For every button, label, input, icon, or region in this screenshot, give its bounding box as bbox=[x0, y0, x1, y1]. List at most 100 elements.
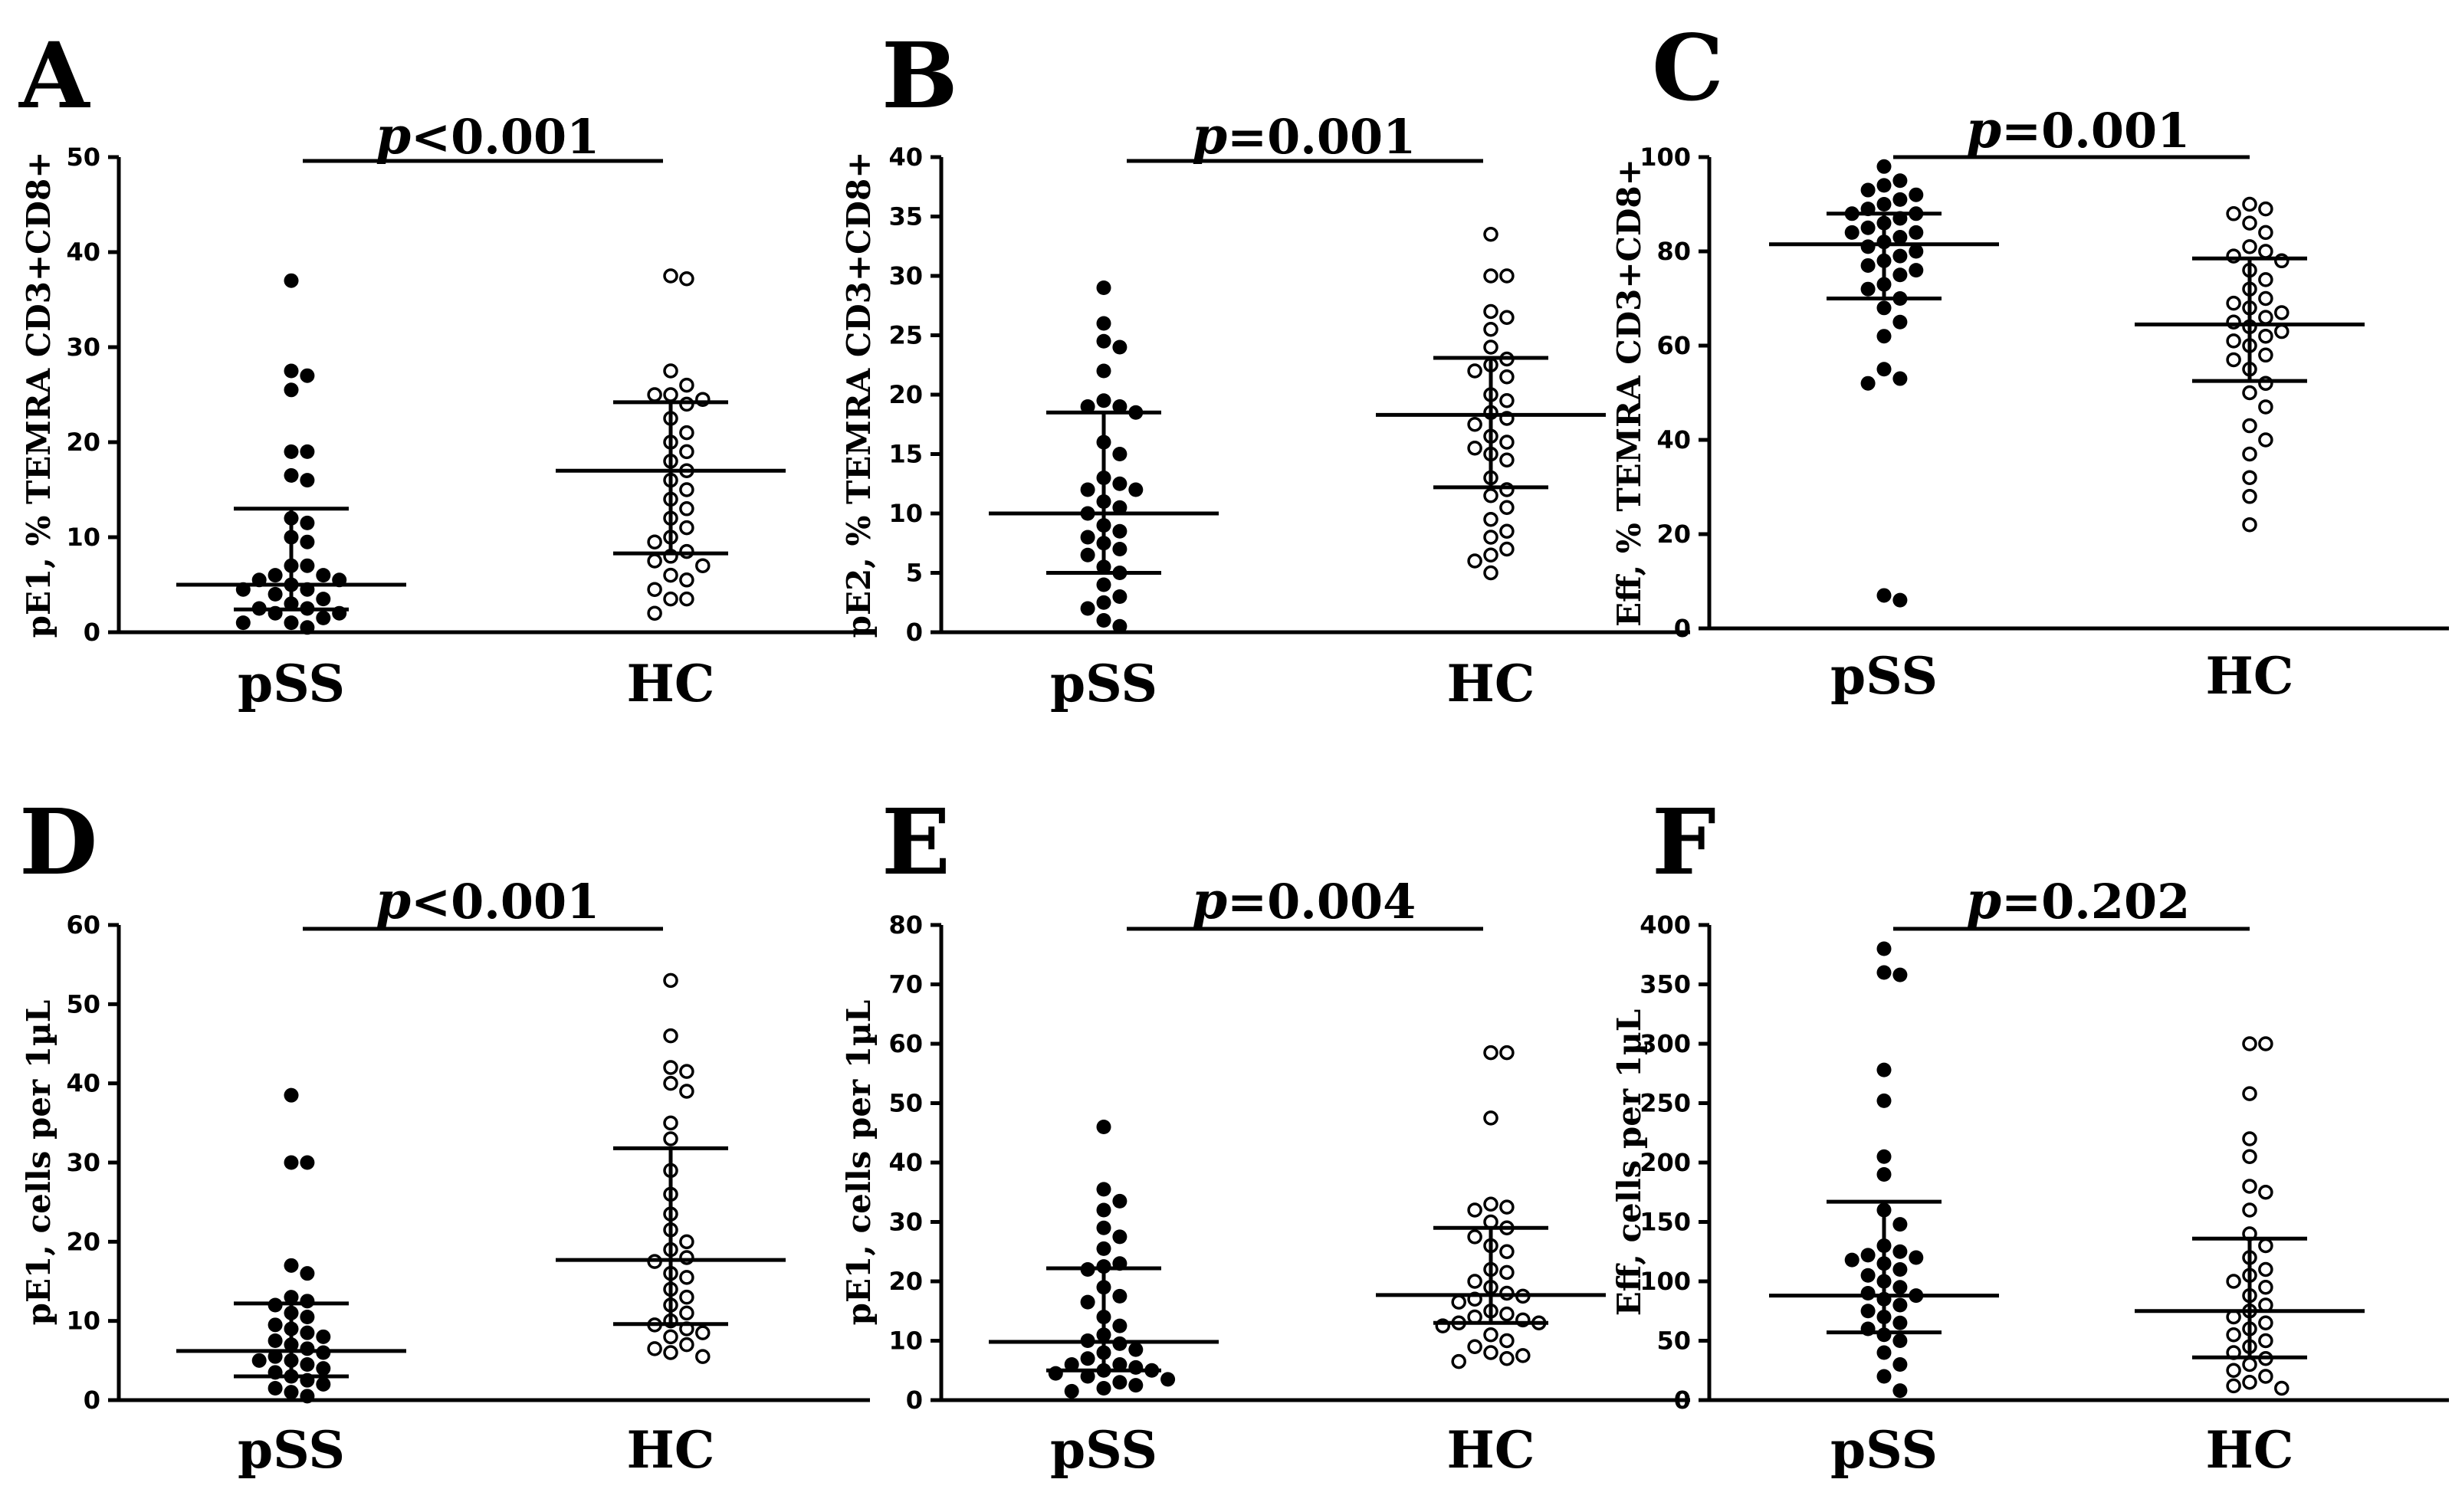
data-point-hc bbox=[2242, 489, 2257, 504]
p-symbol: p bbox=[1192, 871, 1227, 930]
y-tick-label: 20 bbox=[1656, 520, 1691, 549]
panel-letter: C bbox=[1652, 15, 1724, 121]
data-point-pss bbox=[300, 368, 315, 383]
data-point-pss bbox=[1128, 1342, 1144, 1357]
data-point-hc bbox=[679, 444, 694, 460]
data-point-hc bbox=[1515, 1348, 1531, 1363]
y-axis-label: pE1, cells per 1µL bbox=[20, 1000, 57, 1326]
y-tick-label: 25 bbox=[888, 321, 923, 350]
y-tick-label: 0 bbox=[906, 1386, 923, 1415]
y-tick-label: 0 bbox=[84, 1386, 100, 1415]
panel-letter: E bbox=[881, 789, 950, 895]
data-point-hc bbox=[1483, 227, 1498, 242]
data-point-pss bbox=[1892, 314, 1908, 330]
data-point-pss bbox=[1112, 399, 1128, 414]
data-point-pss bbox=[1096, 595, 1111, 610]
data-point-hc bbox=[1499, 1199, 1515, 1215]
data-point-pss bbox=[1112, 1318, 1128, 1333]
data-point-pss bbox=[1112, 589, 1128, 604]
data-point-pss bbox=[1096, 393, 1111, 408]
data-point-hc bbox=[679, 482, 694, 497]
data-point-hc bbox=[663, 1115, 678, 1131]
data-point-hc bbox=[1467, 1229, 1482, 1245]
data-point-hc bbox=[2242, 517, 2257, 533]
y-tick-label: 60 bbox=[888, 1029, 923, 1058]
data-point-pss bbox=[300, 1155, 315, 1170]
y-tick-label: 35 bbox=[888, 202, 923, 231]
data-point-pss bbox=[284, 382, 299, 398]
data-point-pss bbox=[1892, 371, 1908, 386]
data-point-hc bbox=[2226, 206, 2241, 221]
data-point-hc bbox=[2274, 253, 2290, 269]
y-tick-label: 0 bbox=[1674, 1386, 1691, 1415]
data-point-pss bbox=[284, 363, 299, 379]
y-tick-label: 10 bbox=[66, 1307, 100, 1336]
data-point-pss bbox=[1112, 500, 1128, 515]
data-point-hc bbox=[1483, 1045, 1498, 1061]
data-point-pss bbox=[1860, 182, 1876, 198]
data-point-pss bbox=[284, 444, 299, 459]
data-point-pss bbox=[316, 1329, 331, 1344]
data-point-pss bbox=[1064, 1383, 1079, 1399]
data-point-pss bbox=[1096, 1202, 1111, 1218]
data-point-hc bbox=[2258, 225, 2273, 241]
y-tick-label: 30 bbox=[66, 1148, 100, 1177]
panel-b: B 0 5 10 15 20 25 30 35 40 pE2, % TEMRA CD3+CD8+ pS… bbox=[840, 22, 1690, 713]
data-point-hc bbox=[2226, 1327, 2241, 1343]
data-point-pss bbox=[1048, 1366, 1063, 1381]
data-point-pss bbox=[1860, 239, 1876, 254]
data-point-hc bbox=[1483, 339, 1498, 355]
y-tick-label: 40 bbox=[66, 238, 100, 267]
y-tick-label: 20 bbox=[888, 1267, 923, 1296]
data-point-pss bbox=[284, 1155, 299, 1170]
data-point-hc bbox=[1499, 1244, 1515, 1259]
data-point-hc bbox=[679, 271, 694, 287]
y-tick-label: 20 bbox=[66, 1227, 100, 1256]
data-point-hc bbox=[663, 591, 678, 607]
data-point-pss bbox=[316, 592, 331, 607]
data-point-hc bbox=[1499, 268, 1515, 284]
data-point-hc bbox=[2242, 1179, 2257, 1194]
data-point-pss bbox=[1876, 362, 1892, 377]
y-tick-label: 40 bbox=[1656, 425, 1691, 454]
y-tick-label: 10 bbox=[888, 1327, 923, 1356]
y-axis-label: pE1, % TEMRA CD3+CD8+ bbox=[20, 152, 57, 638]
y-tick-label: 50 bbox=[66, 143, 100, 172]
data-point-hc bbox=[679, 572, 694, 588]
data-point-hc bbox=[2258, 347, 2273, 363]
data-point-pss bbox=[1909, 244, 1924, 259]
category-label: HC bbox=[2206, 646, 2294, 706]
data-point-pss bbox=[1892, 1244, 1908, 1259]
data-point-hc bbox=[1467, 417, 1482, 432]
data-point-hc bbox=[1499, 435, 1515, 450]
data-point-hc bbox=[1499, 369, 1515, 385]
data-point-hc bbox=[1499, 541, 1515, 557]
data-point-pss bbox=[1096, 1182, 1111, 1197]
data-point-pss bbox=[316, 1361, 331, 1376]
data-point-pss bbox=[284, 1087, 299, 1103]
data-point-pss bbox=[1892, 1297, 1908, 1313]
data-point-pss bbox=[316, 1376, 331, 1392]
y-tick-label: 70 bbox=[888, 970, 923, 999]
y-tick-label: 100 bbox=[1640, 1267, 1691, 1296]
data-point-hc bbox=[679, 1084, 694, 1099]
data-point-pss bbox=[1112, 618, 1128, 634]
data-point-pss bbox=[1909, 1250, 1924, 1265]
y-tick-label: 40 bbox=[66, 1069, 100, 1098]
y-tick-label: 300 bbox=[1640, 1029, 1691, 1058]
y-tick-label: 0 bbox=[1674, 614, 1691, 643]
category-label: HC bbox=[627, 1420, 715, 1480]
data-point-pss bbox=[1876, 178, 1892, 193]
data-point-hc bbox=[1499, 523, 1515, 539]
data-point-hc bbox=[663, 1028, 678, 1044]
data-point-pss bbox=[1844, 1252, 1860, 1268]
data-point-pss bbox=[1064, 1357, 1079, 1372]
data-point-hc bbox=[2258, 201, 2273, 217]
p-value: <0.001 bbox=[411, 109, 599, 165]
data-point-hc bbox=[2258, 272, 2273, 287]
data-point-hc bbox=[2258, 310, 2273, 325]
data-point-pss bbox=[1892, 1383, 1908, 1399]
data-point-hc bbox=[2258, 1369, 2273, 1384]
data-point-hc bbox=[2242, 196, 2257, 212]
